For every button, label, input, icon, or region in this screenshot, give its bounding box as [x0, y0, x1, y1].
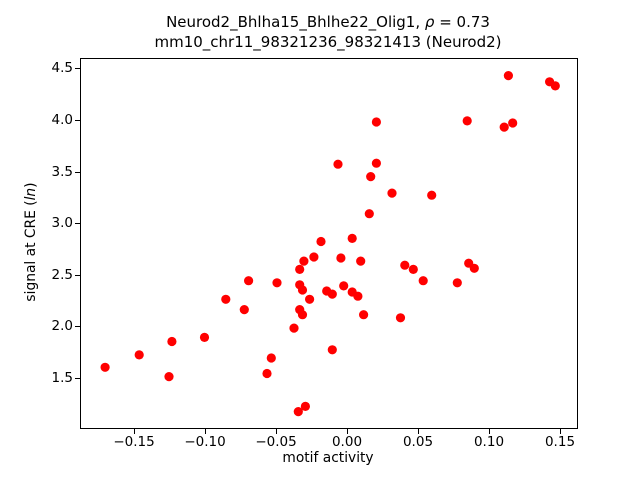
x-axis-label: motif activity	[282, 450, 374, 466]
chart-title-line-2: mm10_chr11_98321236_98321413 (Neurod2)	[154, 33, 502, 51]
data-point	[333, 159, 343, 169]
data-point	[309, 251, 319, 262]
y-tick-label: 4.5	[51, 60, 73, 77]
y-tick-mark	[75, 274, 80, 276]
data-point	[297, 284, 308, 295]
x-tick-mark	[133, 428, 135, 434]
data-point	[297, 309, 308, 319]
data-point	[266, 352, 276, 363]
data-point	[299, 256, 309, 266]
data-point	[508, 117, 518, 128]
x-tick-label: 0.15	[544, 434, 576, 450]
y-label-ln: ln	[23, 187, 39, 201]
data-point	[300, 401, 310, 411]
y-label-suffix: )	[23, 182, 39, 188]
data-point	[347, 233, 357, 243]
y-tick-mark	[75, 223, 80, 224]
title-text-prefix: Neurod2_Bhlha15_Bhlhe22_Olig1,	[166, 13, 425, 31]
data-point	[418, 275, 428, 285]
data-point	[272, 277, 282, 287]
data-point	[452, 277, 462, 287]
data-point	[499, 122, 509, 132]
y-tick-mark	[75, 68, 80, 70]
scatter-points	[100, 70, 560, 416]
data-point	[400, 260, 410, 270]
y-tick-mark	[75, 377, 80, 379]
data-point	[336, 252, 346, 263]
data-point	[305, 294, 315, 304]
x-tick-mark	[275, 428, 277, 434]
data-point	[293, 406, 303, 416]
y-tick-label: 3.5	[51, 163, 73, 180]
data-point	[408, 264, 418, 274]
data-point	[387, 188, 397, 198]
chart-title-line-1: Neurod2_Bhlha15_Bhlhe22_Olig1, ρ = 0.73	[80, 12, 576, 32]
y-tick-label: 4.0	[51, 112, 73, 128]
data-point	[353, 291, 363, 301]
data-point	[327, 289, 337, 299]
data-point	[262, 368, 272, 378]
data-point	[289, 323, 299, 333]
data-point	[356, 256, 366, 266]
data-point	[134, 349, 144, 359]
data-point	[364, 208, 374, 218]
data-point	[359, 309, 369, 319]
data-point	[462, 115, 472, 125]
y-tick-label: 2.0	[51, 318, 73, 335]
data-point	[164, 371, 174, 381]
x-tick-mark	[559, 428, 561, 434]
data-point	[327, 344, 337, 354]
data-point	[100, 362, 110, 372]
y-tick-mark	[75, 120, 80, 121]
x-tick-label: −0.05	[255, 434, 297, 450]
y-tick-mark	[75, 171, 80, 173]
plot-area	[80, 57, 578, 429]
x-tick-mark	[417, 428, 419, 434]
data-point	[316, 236, 326, 246]
data-point	[366, 171, 376, 181]
data-point	[371, 158, 381, 168]
data-point	[239, 304, 249, 314]
x-tick-mark	[346, 428, 348, 434]
data-point	[503, 70, 513, 80]
data-point	[167, 336, 177, 346]
x-tick-mark	[488, 428, 490, 434]
x-tick-label: −0.10	[184, 434, 226, 450]
data-point	[427, 190, 437, 200]
y-tick-mark	[75, 326, 80, 328]
x-tick-mark	[204, 428, 206, 434]
x-tick-label: 0.10	[473, 434, 505, 450]
data-point	[469, 263, 479, 273]
chart-title: Neurod2_Bhlha15_Bhlhe22_Olig1, ρ = 0.73 …	[80, 12, 576, 52]
y-axis-label: signal at CRE (ln)	[23, 182, 39, 301]
data-point	[339, 280, 349, 290]
x-tick-label: 0.00	[331, 434, 363, 450]
data-point	[221, 294, 231, 304]
y-tick-label: 3.0	[51, 215, 73, 231]
y-tick-label: 2.5	[51, 266, 73, 283]
data-point	[295, 264, 305, 274]
x-tick-label: −0.15	[113, 434, 155, 450]
title-rho-symbol: ρ	[424, 13, 435, 31]
data-point	[199, 332, 210, 342]
x-tick-label: 0.05	[402, 434, 434, 450]
title-text-suffix: = 0.73	[434, 13, 490, 31]
y-tick-label: 1.5	[51, 369, 73, 386]
data-point	[550, 80, 560, 90]
data-point	[395, 312, 406, 322]
data-point	[244, 275, 254, 285]
data-point	[371, 116, 381, 127]
